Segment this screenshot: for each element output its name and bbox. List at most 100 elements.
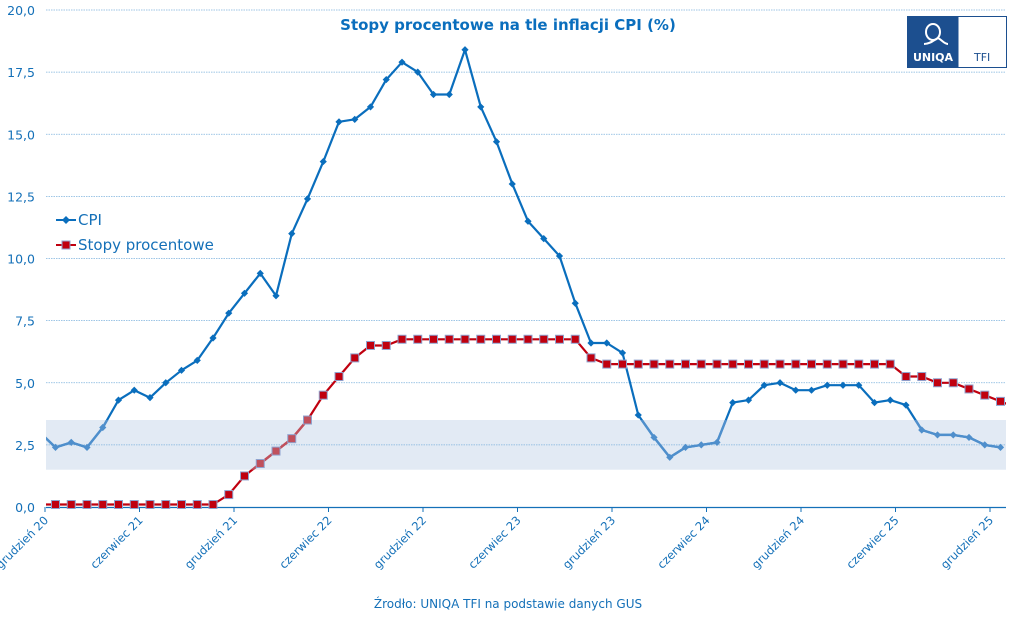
data-point [917, 372, 927, 382]
data-point [540, 235, 548, 243]
data-point [570, 334, 580, 344]
data-point [981, 441, 989, 449]
data-point [539, 334, 549, 344]
x-tick-label: grudzień 20 [0, 513, 51, 571]
data-point [335, 118, 343, 126]
data-point [964, 384, 974, 394]
data-point [507, 334, 517, 344]
data-point [508, 180, 516, 188]
data-point [980, 390, 990, 400]
uniqa-emblem-icon [923, 23, 949, 45]
legend-item-rates[interactable]: Stopy procentowe [56, 236, 214, 254]
data-point [759, 359, 769, 369]
data-point [586, 353, 596, 363]
data-point [996, 443, 1005, 451]
chart-title: Stopy procentowe na tle inflacji CPI (%) [340, 16, 676, 34]
data-point [823, 381, 831, 389]
data-point [918, 426, 926, 434]
x-tick-label: czerwiec 24 [654, 513, 712, 571]
data-point [807, 386, 816, 394]
y-tick-label: 7,5 [15, 314, 35, 329]
data-point [571, 299, 579, 307]
x-tick-label: grudzień 24 [749, 513, 807, 571]
data-point [476, 334, 486, 344]
data-point [744, 359, 753, 369]
series-cpi [46, 46, 1005, 461]
data-point [618, 359, 627, 369]
data-point [870, 359, 879, 369]
data-point [303, 195, 312, 203]
x-tick-label: grudzień 21 [182, 513, 240, 571]
data-point [492, 334, 501, 344]
y-tick-label: 17,5 [7, 65, 35, 80]
logo-sub: TFI [973, 51, 990, 64]
data-point [225, 309, 233, 317]
data-point [902, 401, 910, 409]
data-point [429, 334, 438, 344]
data-point [822, 359, 832, 369]
x-tick-label: czerwiec 25 [843, 513, 901, 571]
data-point [177, 366, 186, 374]
logo-brand: UNIQA [913, 51, 954, 64]
x-tick-label: grudzień 23 [560, 513, 618, 571]
data-point [445, 90, 453, 99]
data-point [98, 500, 108, 509]
data-point [162, 379, 170, 387]
data-point [555, 252, 564, 260]
uniqa-logo: UNIQA TFI [907, 16, 1007, 68]
x-tick-label: czerwiec 23 [465, 513, 523, 571]
data-point [66, 500, 76, 509]
x-axis: grudzień 20 czerwiec 21 grudzień 21 czerwie… [0, 506, 1006, 572]
data-point [901, 372, 911, 382]
data-point [256, 269, 264, 278]
data-point [618, 349, 627, 357]
data-point [208, 500, 218, 509]
data-point [114, 396, 123, 404]
data-point [776, 379, 784, 387]
data-point [83, 443, 91, 451]
data-point [287, 434, 297, 444]
source-note: Źrodło: UNIQA TFI na podstawie danych GU… [374, 596, 642, 611]
x-tick-label: grudzień 25 [938, 513, 996, 571]
data-point [398, 58, 406, 66]
x-tick-label: czerwiec 22 [276, 513, 334, 571]
y-tick-label: 15,0 [7, 127, 35, 142]
data-point [240, 471, 249, 481]
data-point [129, 500, 139, 509]
data-point [728, 359, 738, 369]
legend-label-rates: Stopy procentowe [78, 236, 214, 254]
data-point [792, 386, 800, 394]
data-point [255, 459, 265, 469]
data-point [288, 230, 296, 238]
data-point [272, 292, 280, 300]
data-point [665, 359, 675, 369]
data-point [729, 399, 737, 407]
data-point [555, 334, 564, 344]
gridlines [46, 9, 1006, 446]
legend-cpi-diamond-icon [62, 216, 70, 224]
data-point [366, 103, 375, 111]
data-point [933, 431, 942, 439]
data-point [271, 446, 281, 456]
data-point [67, 438, 75, 446]
data-point [855, 381, 863, 389]
series-layer [46, 46, 1006, 509]
data-point [397, 334, 407, 344]
data-point [413, 334, 423, 344]
legend-item-cpi[interactable]: CPI [56, 211, 102, 229]
data-point [318, 390, 328, 400]
data-point [381, 340, 391, 350]
data-point [633, 359, 643, 369]
x-tick-label: grudzień 22 [371, 513, 429, 571]
data-point [461, 46, 469, 54]
data-point [524, 217, 532, 225]
y-tick-label: 12,5 [7, 189, 35, 204]
data-point [681, 359, 690, 369]
data-point [807, 359, 816, 369]
data-point [602, 359, 612, 369]
series-stopy-procentowe [46, 334, 1006, 509]
data-point [587, 339, 595, 347]
data-point [649, 359, 659, 369]
data-point [209, 334, 217, 342]
data-point [838, 359, 848, 369]
